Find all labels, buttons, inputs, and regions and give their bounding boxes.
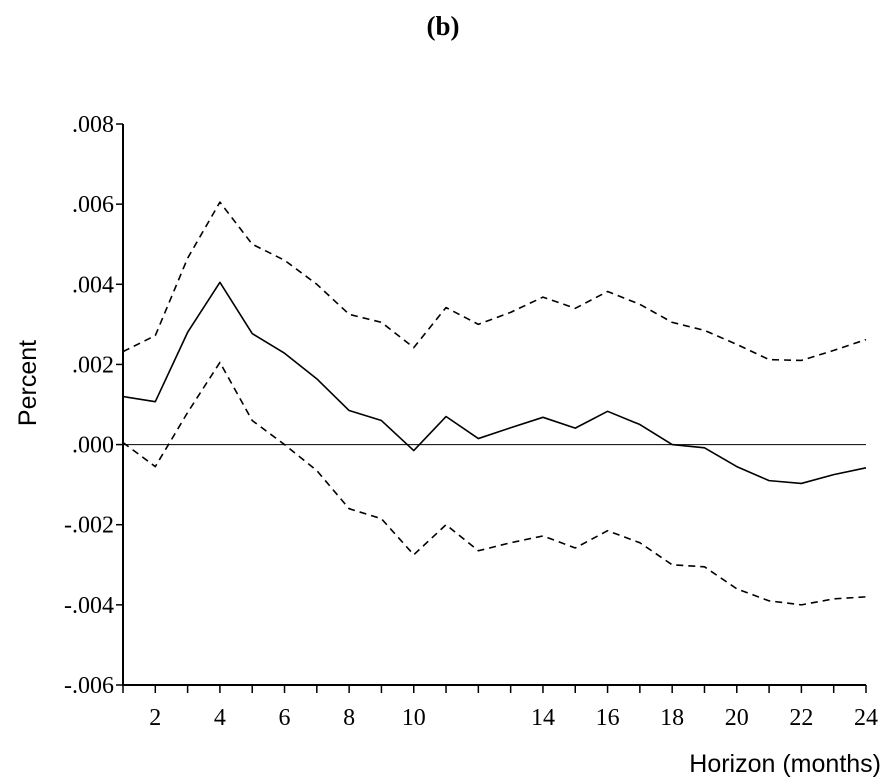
y-tick-label: -.004 [64,593,114,619]
y-tick-label: .006 [72,192,114,218]
upper-band-line [122,201,867,362]
x-tick-label: 4 [214,705,226,731]
x-tick-label: 10 [402,705,426,731]
series-group [122,201,867,606]
chart-title: (b) [427,11,460,41]
x-tick-label: 18 [660,705,684,731]
x-tick-label: 22 [789,705,813,731]
y-tick-label: .008 [72,112,114,138]
y-tick-label: .002 [72,352,114,378]
lower-band-line [122,361,867,606]
y-tick-label: .004 [72,272,114,298]
y-tick-label: -.006 [64,673,114,699]
x-tick-label: 8 [343,705,355,731]
x-tick-label: 14 [531,705,555,731]
x-axis-label: Horizon (months) [689,750,881,778]
x-tick-label: 16 [596,705,620,731]
y-tick-label: -.002 [64,513,114,539]
y-axis-label: Percent [14,340,42,426]
impulse-response-line [122,281,867,485]
y-tick-label: .000 [72,433,114,459]
x-tick-label: 24 [854,705,878,731]
x-tick-label: 2 [149,705,161,731]
x-tick-label: 20 [725,705,749,731]
x-tick-label: 6 [279,705,291,731]
